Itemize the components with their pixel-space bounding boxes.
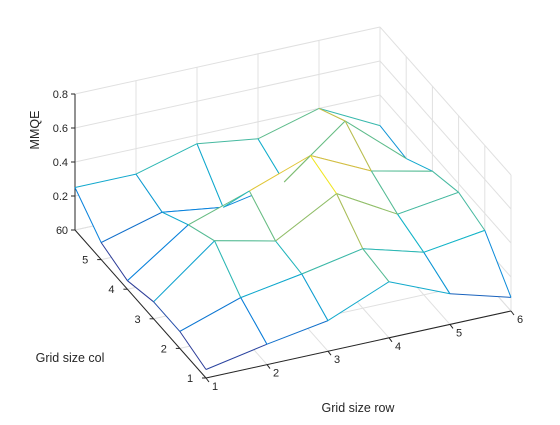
- y-tick-label: 4: [108, 284, 114, 296]
- x-tick-label: 3: [334, 354, 340, 366]
- x-tick-mark: [389, 338, 392, 342]
- x-tick-label: 6: [517, 314, 523, 326]
- y-axis-label: Grid size col: [36, 351, 105, 365]
- x-tick-mark: [206, 378, 209, 382]
- x-tick-mark: [511, 311, 514, 315]
- y-tick-label: 5: [82, 255, 88, 267]
- y-tick-label: 2: [161, 343, 167, 355]
- z-axis-label: MMQE: [28, 111, 42, 150]
- x-tick-label: 5: [456, 327, 462, 339]
- grid-line: [75, 27, 380, 94]
- x-axis-label: Grid size row: [322, 401, 396, 415]
- x-tick-label: 1: [212, 381, 218, 393]
- z-tick-label: 0.6: [53, 123, 68, 135]
- z-tick-label: 0: [62, 225, 68, 237]
- z-tick-label: 0.4: [53, 157, 68, 169]
- x-tick-mark: [450, 324, 453, 328]
- x-tick-label: 2: [273, 368, 279, 380]
- x-tick-mark: [267, 365, 270, 369]
- y-tick-label: 3: [135, 314, 141, 326]
- y-tick-label: 1: [187, 373, 193, 385]
- x-tick-mark: [328, 351, 331, 355]
- z-tick-label: 0.8: [53, 89, 68, 101]
- z-tick-label: 0.2: [53, 191, 68, 203]
- x-tick-label: 4: [395, 341, 401, 353]
